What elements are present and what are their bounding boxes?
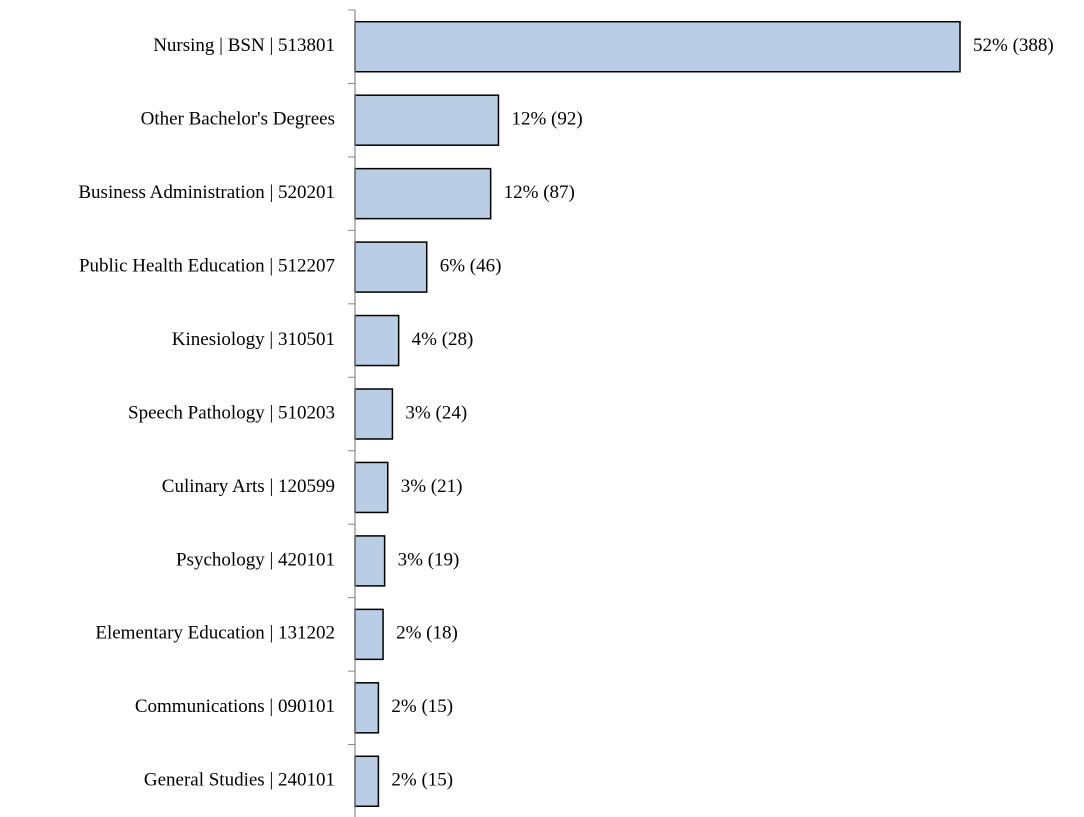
category-label: General Studies | 240101 <box>144 770 335 791</box>
data-label: 3% (24) <box>405 402 467 423</box>
category-label: Other Bachelor's Degrees <box>141 109 335 130</box>
bar <box>354 682 380 734</box>
bar <box>354 388 394 440</box>
data-label: 4% (28) <box>412 329 474 350</box>
category-label: Elementary Education | 131202 <box>95 623 335 644</box>
data-label: 12% (92) <box>511 109 582 130</box>
bar <box>354 461 389 514</box>
bar <box>354 314 400 367</box>
data-label: 2% (18) <box>396 623 458 644</box>
data-label: 3% (21) <box>401 476 463 497</box>
data-label: 2% (15) <box>391 770 453 791</box>
bar <box>354 94 500 146</box>
category-label: Speech Pathology | 510203 <box>128 402 335 423</box>
category-label: Kinesiology | 310501 <box>172 329 335 350</box>
category-label: Communications | 090101 <box>135 696 335 717</box>
bar <box>354 535 386 587</box>
category-label: Culinary Arts | 120599 <box>162 476 335 497</box>
data-label: 12% (87) <box>504 182 575 203</box>
data-label: 6% (46) <box>440 255 502 276</box>
category-label: Business Administration | 520201 <box>78 182 335 203</box>
bar <box>354 755 380 808</box>
bar <box>354 167 492 220</box>
category-label: Public Health Education | 512207 <box>79 255 335 276</box>
data-label: 3% (19) <box>398 549 460 570</box>
bar <box>354 608 384 661</box>
category-label: Psychology | 420101 <box>176 549 335 570</box>
category-label: Nursing | BSN | 513801 <box>153 35 335 56</box>
data-label: 2% (15) <box>391 696 453 717</box>
bar <box>354 20 961 73</box>
bar <box>354 241 428 293</box>
data-label: 52% (388) <box>973 35 1054 56</box>
